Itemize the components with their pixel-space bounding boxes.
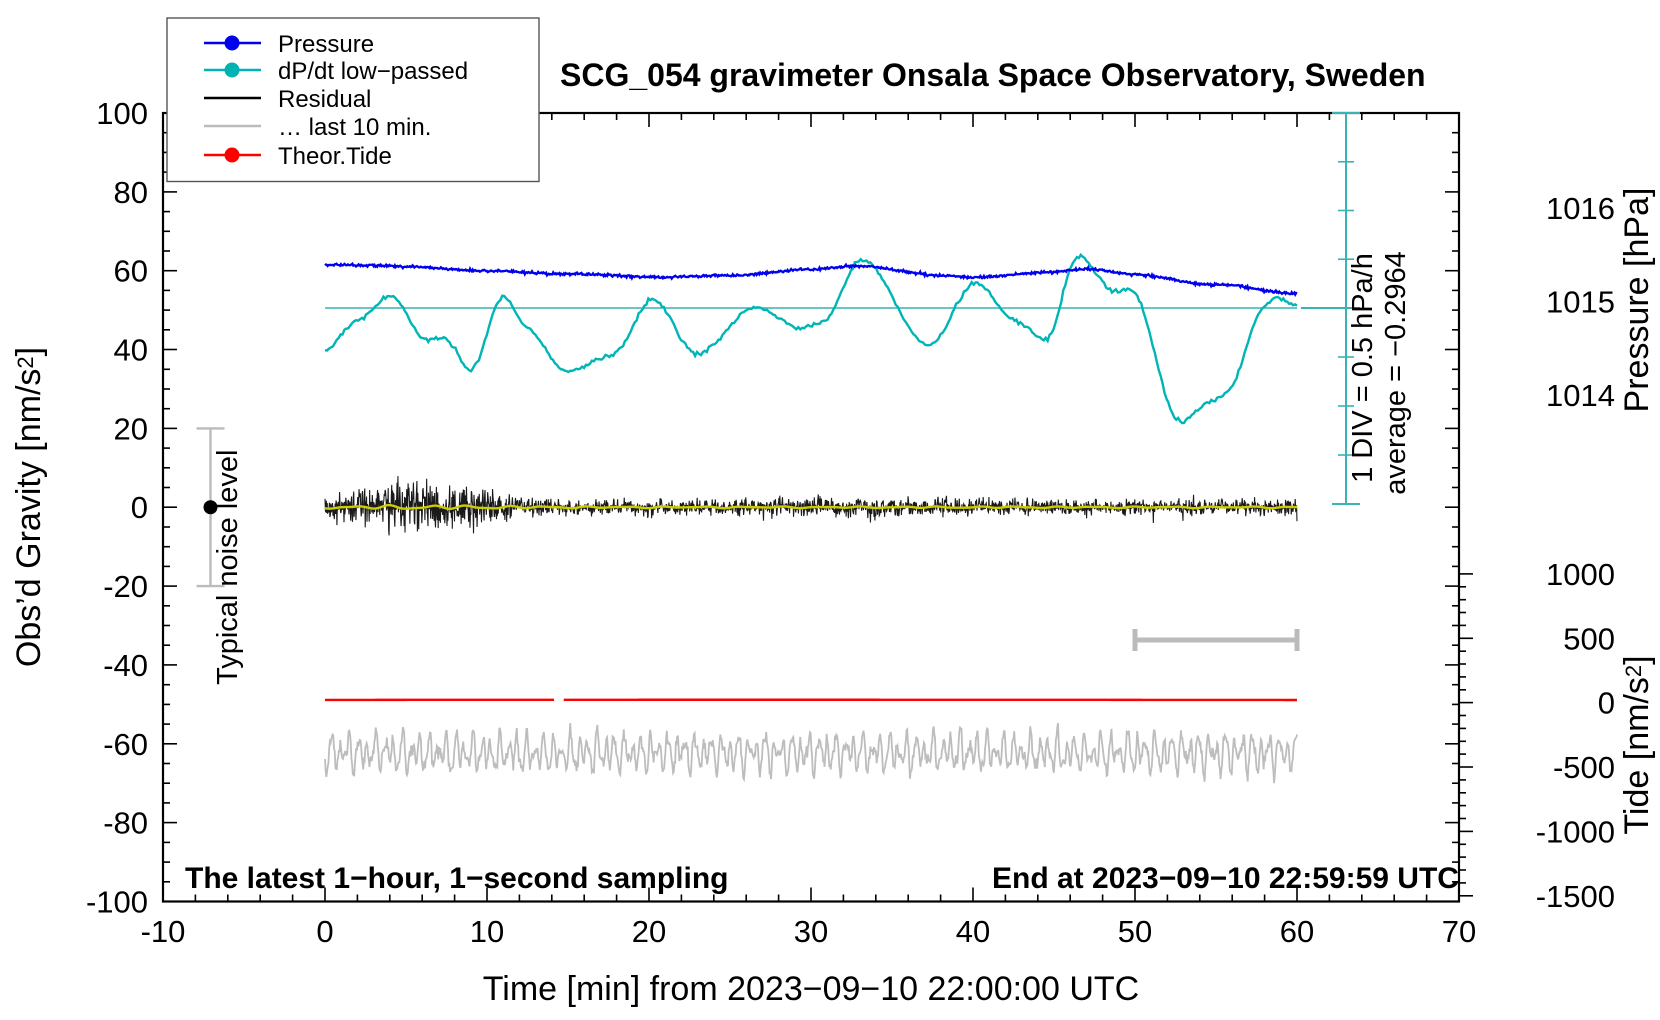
svg-text:Obs’d Gravity [nm/s2]: Obs’d Gravity [nm/s2] [10,347,48,667]
svg-text:1014: 1014 [1546,378,1615,413]
svg-text:average = −0.2964: average = −0.2964 [1380,251,1412,494]
svg-text:Tide [nm/s2]: Tide [nm/s2] [1618,655,1656,834]
svg-text:-40: -40 [103,648,148,683]
svg-text:Residual: Residual [278,86,371,113]
svg-text:End at 2023−09−10 22:59:59 UTC: End at 2023−09−10 22:59:59 UTC [992,862,1459,895]
svg-text:30: 30 [794,914,828,949]
svg-text:-1000: -1000 [1536,814,1615,849]
svg-text:1016: 1016 [1546,191,1615,226]
svg-text:Time [min] from 2023−09−10 22:: Time [min] from 2023−09−10 22:00:00 UTC [483,970,1139,1008]
svg-text:-80: -80 [103,806,148,841]
svg-text:500: 500 [1563,621,1615,656]
svg-text:80: 80 [114,175,148,210]
svg-text:20: 20 [632,914,666,949]
svg-text:-500: -500 [1553,750,1615,785]
svg-text:1015: 1015 [1546,285,1615,320]
svg-text:Pressure [hPa]: Pressure [hPa] [1618,188,1656,413]
svg-text:60: 60 [114,254,148,289]
svg-text:60: 60 [1280,914,1314,949]
svg-text:0: 0 [1598,686,1615,721]
svg-text:100: 100 [96,96,148,131]
svg-text:SCG_054 gravimeter Onsala Spac: SCG_054 gravimeter Onsala Space Observat… [560,57,1426,93]
svg-text:-100: -100 [86,885,148,920]
svg-text:20: 20 [114,411,148,446]
svg-text:-20: -20 [103,569,148,604]
svg-text:-60: -60 [103,727,148,762]
svg-text:40: 40 [956,914,990,949]
svg-text:0: 0 [131,490,148,525]
svg-text:1000: 1000 [1546,557,1615,592]
svg-text:… last 10 min.: … last 10 min. [278,114,431,141]
svg-text:50: 50 [1118,914,1152,949]
svg-text:The latest 1−hour, 1−second sa: The latest 1−hour, 1−second sampling [185,862,729,895]
svg-text:Pressure: Pressure [278,31,374,58]
svg-text:40: 40 [114,333,148,368]
svg-text:0: 0 [316,914,333,949]
svg-text:Theor.Tide: Theor.Tide [278,143,392,170]
svg-text:1 DIV = 0.5 hPa/h: 1 DIV = 0.5 hPa/h [1347,253,1379,483]
svg-text:70: 70 [1442,914,1476,949]
svg-text:-1500: -1500 [1536,879,1615,914]
svg-text:Typical noise level: Typical noise level [212,450,244,685]
svg-text:10: 10 [470,914,504,949]
svg-text:dP/dt low−passed: dP/dt low−passed [278,58,468,85]
